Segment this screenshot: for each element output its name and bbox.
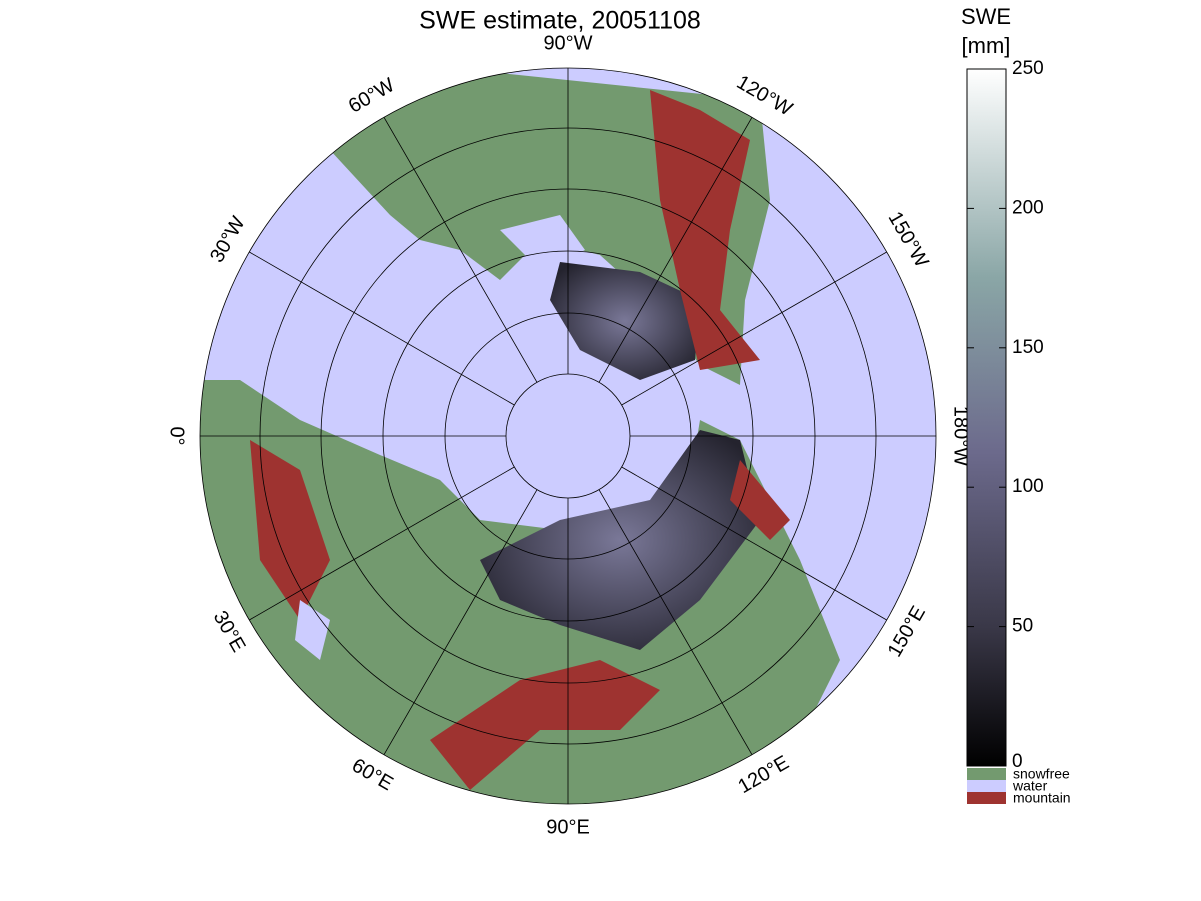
mountains	[430, 660, 660, 790]
mountains	[730, 460, 790, 540]
map	[200, 68, 936, 804]
legend-swatch	[967, 780, 1006, 792]
longitude-label: 0°	[166, 426, 188, 445]
lake	[500, 215, 585, 270]
map-title: SWE estimate, 20051108	[419, 7, 701, 35]
longitude-label: 90°E	[546, 816, 590, 838]
colorbar-tick-label: 50	[1012, 616, 1033, 637]
legend-swatch	[967, 792, 1006, 804]
meridian	[598, 117, 753, 383]
meridian	[383, 117, 538, 383]
meridian	[383, 489, 538, 755]
colorbar-label: [mm]	[962, 33, 1011, 58]
legend-swatch	[967, 768, 1006, 780]
colorbar-tick-label: 0	[1012, 751, 1023, 772]
colorbar-label: SWE	[961, 4, 1011, 29]
longitude-label: 90°W	[543, 32, 592, 54]
longitude-label: 60°E	[348, 754, 397, 795]
colorbar-tick-label: 250	[1012, 58, 1044, 79]
colorbar-tick-label: 150	[1012, 337, 1044, 358]
colorbar-tick-label: 100	[1012, 476, 1044, 497]
longitude-label: 30°W	[206, 213, 250, 267]
colorbar-tick-label: 200	[1012, 197, 1044, 218]
snow-cover	[550, 262, 700, 380]
snow-cover	[480, 430, 760, 650]
meridian	[249, 466, 515, 621]
meridian	[249, 251, 515, 406]
lake	[295, 600, 330, 660]
map-border	[199, 67, 937, 805]
legend-label: snowfree	[1013, 766, 1070, 782]
meridian	[621, 466, 887, 621]
meridian	[598, 489, 753, 755]
longitude-label: 30°E	[209, 607, 250, 656]
colorbar	[966, 68, 1007, 767]
legend-label: mountain	[1013, 790, 1071, 806]
meridian	[621, 251, 887, 406]
legend-label: water	[1012, 778, 1048, 794]
longitude-label: 60°W	[345, 74, 399, 118]
mountains	[250, 440, 330, 620]
longitude-label: 180°W	[950, 406, 972, 466]
